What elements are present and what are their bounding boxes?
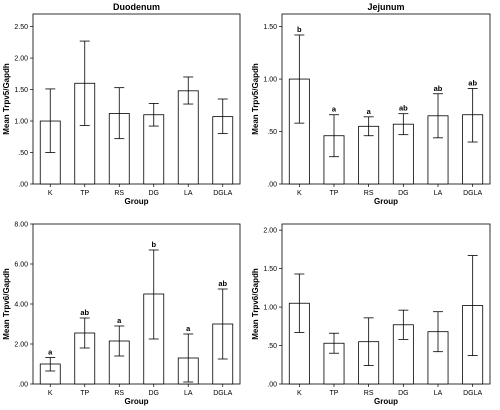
chart-panel-duodenum-trpv6: .00 2.00 4.00 6.00 8.00 Mean Trpv6/Gapdh Ka TP a… (2, 222, 241, 406)
x-tick-label: K (297, 390, 302, 397)
x-tick-label: LA (434, 390, 443, 397)
significance-label: a (117, 316, 122, 325)
x-tick-label: RS (364, 390, 374, 397)
x-tick-label: K (48, 390, 53, 397)
plot-frame (281, 223, 491, 385)
y-tick-label: 6.00 (14, 262, 28, 269)
x-tick-label: K (297, 190, 302, 197)
x-tick-label: DGLA (213, 390, 232, 397)
significance-label: b (297, 25, 302, 34)
y-axis-title: Mean Trpv6/Gapdh (2, 268, 11, 340)
x-tick-label: DG (398, 390, 409, 397)
y-tick-label: 2.00 (14, 342, 28, 349)
y-tick-label: 1.50 (14, 87, 28, 94)
y-tick-label: 2.50 (14, 24, 28, 31)
x-tick-label: TP (80, 390, 89, 397)
significance-label: ab (218, 279, 227, 288)
panel-title: Duodenum (113, 2, 160, 12)
y-tick-label: .00 (267, 382, 277, 389)
x-tick-label: LA (434, 190, 443, 197)
x-axis-title: Group (374, 197, 398, 206)
x-tick-label: DGLA (463, 390, 482, 397)
x-tick-label: RS (114, 390, 124, 397)
significance-label: ab (434, 84, 443, 93)
significance-label: a (332, 105, 337, 114)
panel-title: Jejunum (367, 2, 404, 12)
significance-label: b (151, 240, 156, 249)
x-tick-label: TP (330, 190, 339, 197)
x-tick-label: K (48, 190, 53, 197)
y-tick-label: .00 (267, 182, 277, 189)
y-tick-label: 4.00 (14, 302, 28, 309)
plot-frame (32, 223, 241, 385)
y-tick-label: .50 (18, 150, 28, 157)
chart-panel-jejunum-trpv5: Jejunum .00 .50 1.00 1.50 Mean Trpv5/Gapdh Kb T… (251, 2, 491, 206)
chart-panel-jejunum-trpv6: .00 .50 1.00 1.50 2.00 Mean Trpv6/Gapdh K TP RS D… (251, 223, 491, 406)
x-axis-title: Group (125, 397, 149, 406)
y-tick-label: 2.00 (14, 56, 28, 63)
x-tick-label: TP (80, 190, 89, 197)
y-tick-label: 1.00 (263, 305, 277, 312)
significance-label: a (367, 107, 372, 116)
x-axis-title: Group (374, 397, 398, 406)
x-axis-title: Group (125, 197, 149, 206)
significance-label: ab (468, 79, 477, 88)
y-tick-label: .50 (267, 343, 277, 350)
bar (177, 90, 199, 185)
x-tick-label: DG (398, 190, 409, 197)
plot-frame (32, 13, 241, 185)
y-tick-label: 1.00 (263, 77, 277, 84)
y-tick-label: .50 (267, 129, 277, 136)
y-axis-title: Mean Trpv6/Gapdh (251, 268, 260, 340)
y-tick-label: 1.50 (263, 266, 277, 273)
plot-frame (281, 13, 491, 185)
x-tick-label: RS (364, 190, 374, 197)
y-axis-title: Mean Trpv5/Gapdh (2, 63, 11, 135)
x-tick-label: TP (330, 390, 339, 397)
x-tick-label: DG (149, 190, 160, 197)
x-tick-label: DGLA (463, 190, 482, 197)
significance-label: a (48, 348, 53, 357)
y-tick-label: 2.00 (263, 228, 277, 235)
x-tick-label: LA (184, 190, 193, 197)
y-tick-label: .00 (18, 182, 28, 189)
y-axis-title: Mean Trpv5/Gapdh (251, 63, 260, 135)
y-tick-label: 8.00 (14, 222, 28, 229)
y-tick-label: 1.50 (263, 24, 277, 31)
x-tick-label: DG (149, 390, 160, 397)
y-tick-label: .00 (18, 382, 28, 389)
significance-label: a (186, 324, 191, 333)
y-tick-label: 1.00 (14, 119, 28, 126)
chart-panel-duodenum-trpv5: Duodenum .00 .50 1.00 1.50 2.00 2.50 Mean Trpv5… (2, 2, 241, 206)
significance-label: ab (399, 104, 408, 113)
x-tick-label: DGLA (213, 190, 232, 197)
x-tick-label: LA (184, 390, 193, 397)
x-tick-label: RS (114, 190, 124, 197)
significance-label: ab (80, 308, 89, 317)
